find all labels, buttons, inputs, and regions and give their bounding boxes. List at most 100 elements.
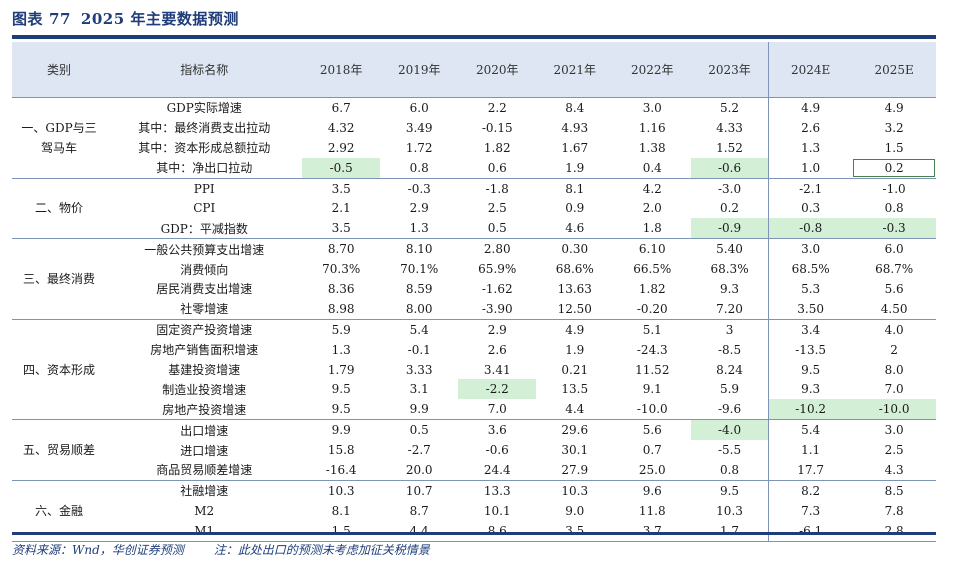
value-cell: 5.9: [331, 322, 351, 337]
header-2019: 2019年: [379, 42, 459, 98]
category-cell: 四、资本形成: [12, 319, 107, 421]
value-cell: 5.4: [409, 322, 429, 337]
value-cell: 5.2: [691, 97, 770, 118]
value-cell: 70.1%: [400, 262, 439, 277]
top-rule: [12, 35, 936, 39]
value-cell: -6.1: [768, 520, 853, 542]
value-cell: 4.50: [852, 298, 936, 320]
indicator-name: 房地产销售面积增速: [150, 343, 259, 358]
value-cell: 13.5: [561, 382, 589, 397]
value-cell: -0.6: [691, 157, 770, 179]
value-cell: -10.0: [852, 399, 936, 421]
indicator-name: 一般公共预算支出增速: [144, 242, 265, 257]
value-cell: 65.9%: [478, 262, 517, 277]
table-row: 进口增速 15.8 -2.7 -0.6 30.1 0.7 -5.5 1.1 2.5: [12, 440, 936, 461]
value-cell: 6.10: [638, 242, 666, 257]
value-cell: 68.7%: [875, 262, 914, 277]
value-cell: 4.3: [852, 460, 936, 481]
value-cell: 20.0: [379, 460, 459, 481]
value-cell: 9.5: [331, 382, 351, 397]
value-cell: 7.0: [884, 382, 904, 397]
value-cell: -5.5: [691, 440, 770, 461]
indicator-name: 固定资产投资增速: [156, 323, 253, 338]
value-cell: 3.5: [536, 520, 614, 542]
value-cell: -3.0: [691, 178, 770, 199]
value-cell: 0.7: [642, 443, 662, 458]
value-cell: 0.8: [884, 201, 904, 216]
bottom-rule: [12, 532, 936, 535]
indicator-name: 其中：资本形成总额拉动: [138, 141, 271, 156]
indicator-name: 其中：最终消费支出拉动: [138, 121, 271, 136]
value-cell: 2.5: [487, 201, 507, 216]
value-cell: 1.38: [638, 140, 666, 155]
figure-label: 图表: [12, 10, 44, 28]
value-cell: 8.2: [801, 483, 821, 498]
category-cell: 一、GDP与三驾马车: [12, 97, 107, 179]
value-cell: 3.0: [884, 423, 904, 438]
value-cell: 2.6: [801, 120, 821, 135]
value-cell: 8.70: [327, 242, 355, 257]
value-cell: 3.5: [331, 181, 351, 196]
value-cell: 3.1: [409, 382, 429, 397]
value-cell: -0.1: [407, 342, 431, 357]
table-row: 三、最终消费 一般公共预算支出增速 8.70 8.10 2.80 0.30 6.10 5.40…: [12, 238, 936, 320]
value-cell: -0.9: [691, 218, 770, 240]
value-cell: 17.7: [768, 460, 853, 481]
table-row: 其中：最终消费支出拉动 4.32 3.49 -0.15 4.93 1.16 4.33 2.6 3…: [12, 117, 936, 138]
value-cell: 2.9: [409, 201, 429, 216]
indicator-name: 进口增速: [180, 443, 229, 458]
value-cell: 3.50: [768, 298, 853, 320]
table-row: 六、金融 社融增速 10.3 10.7 13.3 10.3 9.6 9.5 8.2 8.5: [12, 480, 936, 542]
table-row: 房地产投资增速 9.5 9.9 7.0 4.4 -10.0 -9.6 -10.2 -10.0: [12, 399, 936, 421]
figure-title-text: 2025 年主要数据预测: [80, 10, 239, 28]
value-cell: 6.7: [331, 100, 351, 115]
value-cell: 6.0: [884, 242, 904, 257]
value-cell: 1.9: [536, 157, 614, 179]
value-cell: 8.98: [302, 298, 380, 320]
table-row: 商品贸易顺差增速 -16.4 20.0 24.4 27.9 25.0 0.8 17.7 4.3: [12, 460, 936, 481]
value-cell: 4.4: [536, 399, 614, 421]
indicator-name: 出口增速: [180, 423, 229, 438]
value-cell: 1.1: [801, 443, 821, 458]
value-cell: 4.6: [536, 218, 614, 240]
value-cell: -1.0: [882, 181, 906, 196]
value-cell: -3.90: [458, 298, 536, 320]
header-row: 类别 指标名称 2018年 2019年 2020年 2021年 2022年 20…: [12, 42, 936, 98]
value-cell: -9.6: [691, 399, 770, 421]
header-indicator: 指标名称: [106, 42, 303, 98]
category-cell: 五、贸易顺差: [12, 419, 107, 481]
value-cell: 1.5: [884, 140, 904, 155]
value-cell: 8.1: [565, 181, 585, 196]
indicator-name: CPI: [193, 201, 216, 216]
value-cell: 2.2: [487, 100, 507, 115]
value-cell: -10.0: [613, 399, 692, 421]
value-cell: 3.49: [405, 120, 433, 135]
value-cell: 4.9: [884, 100, 904, 115]
value-cell: 1.16: [638, 120, 666, 135]
indicator-name: M1: [106, 520, 303, 542]
table-row: 居民消费支出增速 8.36 8.59 -1.62 13.63 1.82 9.3 5.3 5.6: [12, 279, 936, 299]
forecast-table: 类别 指标名称 2018年 2019年 2020年 2021年 2022年 20…: [12, 42, 936, 542]
table-row: 社零增速 8.98 8.00 -3.90 12.50 -0.20 7.20 3.50 4.50: [12, 298, 936, 320]
value-cell: -10.2: [768, 399, 853, 421]
value-cell: 2.92: [327, 140, 355, 155]
value-cell: 3.5: [302, 218, 380, 240]
indicator-name: 基建投资增速: [168, 363, 241, 378]
value-cell: 0.30: [561, 242, 589, 257]
value-cell: 4.4: [379, 520, 459, 542]
value-cell: 0.8: [691, 460, 770, 481]
value-cell: 10.3: [327, 483, 355, 498]
value-cell: 9.5: [691, 480, 770, 501]
value-cell: 4.9: [801, 100, 821, 115]
figure-title: 图表 77 2025 年主要数据预测: [12, 8, 239, 29]
table-row: 其中：净出口拉动 -0.5 0.8 0.6 1.9 0.4 -0.6 1.0 0.2: [12, 157, 936, 179]
value-cell: 2.0: [642, 201, 662, 216]
value-cell: -0.6: [485, 443, 509, 458]
table-row: 四、资本形成 固定资产投资增速 5.9 5.4 2.9 4.9 5.1 3 3.4 4.0: [12, 319, 936, 421]
value-cell: 1.52: [691, 137, 770, 158]
value-cell: 9.0: [565, 503, 585, 518]
value-cell: 1.82: [638, 281, 666, 296]
table-row: M1 1.5 4.4 8.6 3.5 3.7 1.7 -6.1 2.8: [12, 520, 936, 542]
value-cell: -2.1: [799, 181, 823, 196]
value-cell: 2.5: [884, 443, 904, 458]
